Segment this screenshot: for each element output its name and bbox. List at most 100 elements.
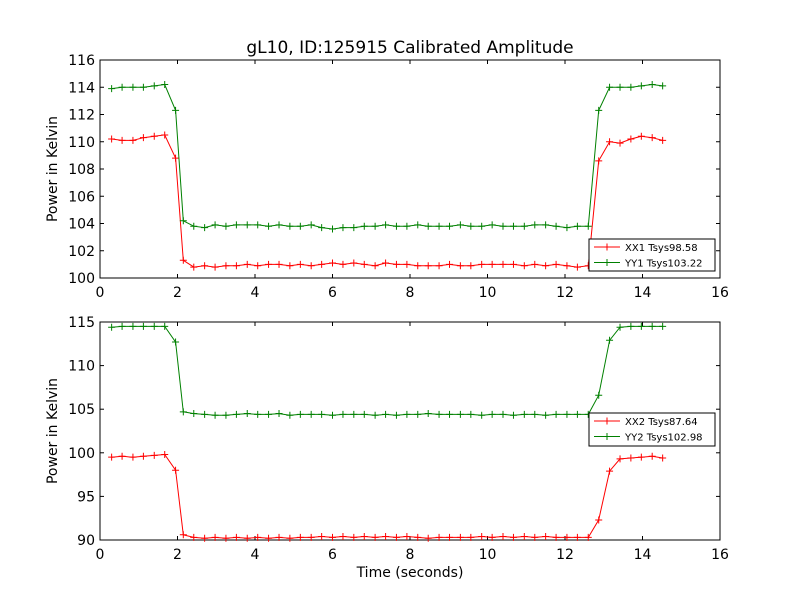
y-tick-label: 104 (68, 217, 95, 233)
data-point (243, 221, 251, 229)
data-point (595, 157, 603, 165)
legend-marker (603, 243, 611, 251)
legend-marker (603, 417, 611, 425)
data-point (265, 410, 273, 418)
y-tick-label: 95 (77, 489, 95, 505)
data-point (616, 139, 624, 147)
data-point (190, 410, 198, 418)
data-point (296, 260, 304, 268)
data-point (211, 263, 219, 271)
data-point (424, 534, 432, 542)
data-point (563, 224, 571, 232)
x-tick-label: 12 (556, 285, 574, 301)
y-tick-label: 115 (68, 315, 95, 331)
data-point (403, 533, 411, 541)
x-tick-label: 8 (406, 285, 415, 301)
data-point (118, 452, 126, 460)
data-point (595, 106, 603, 114)
data-point (520, 222, 528, 230)
data-point (172, 338, 180, 346)
legend-box (588, 238, 716, 272)
data-point (499, 410, 507, 418)
data-point (531, 260, 539, 268)
data-point (606, 336, 614, 344)
data-point (563, 533, 571, 541)
data-point (118, 136, 126, 144)
data-point (403, 260, 411, 268)
data-point (509, 533, 517, 541)
legend-label: XX2 Tsys87.64 (625, 417, 698, 428)
data-point (606, 83, 614, 91)
data-point (296, 533, 304, 541)
data-point (584, 222, 592, 230)
legend: XX2 Tsys87.64 YY2 Tsys102.98 (588, 412, 716, 447)
y-tick-label: 112 (68, 108, 95, 124)
data-point (129, 322, 137, 330)
data-point (552, 260, 560, 268)
data-point (139, 134, 147, 142)
data-point (520, 262, 528, 270)
data-point (150, 322, 158, 330)
data-point (371, 222, 379, 230)
data-point (659, 322, 667, 330)
data-point (488, 533, 496, 541)
x-tick-label: 10 (479, 285, 497, 301)
data-point (179, 256, 187, 264)
data-point (172, 106, 180, 114)
data-point (403, 410, 411, 418)
legend: XX1 Tsys98.58 YY1 Tsys103.22 (588, 238, 716, 272)
data-point (254, 262, 262, 270)
x-tick-label: 0 (96, 547, 105, 563)
x-tick-label: 2 (173, 547, 182, 563)
legend-label: YY2 Tsys102.98 (624, 433, 703, 444)
data-point (201, 534, 209, 542)
data-point (190, 222, 198, 230)
data-point (552, 533, 560, 541)
data-point (552, 410, 560, 418)
data-point (392, 222, 400, 230)
data-point (467, 262, 475, 270)
y-tick-label: 100 (68, 446, 95, 462)
data-point (350, 224, 358, 232)
data-point (414, 262, 422, 270)
data-point (201, 262, 209, 270)
data-point (616, 455, 624, 463)
data-point (232, 262, 240, 270)
data-point (211, 411, 219, 419)
data-point (350, 410, 358, 418)
data-point (129, 453, 137, 461)
data-point (499, 222, 507, 230)
data-point (339, 410, 347, 418)
data-point (563, 410, 571, 418)
data-point (542, 411, 550, 419)
data-point (509, 411, 517, 419)
data-point (254, 221, 262, 229)
data-point (307, 221, 315, 229)
y-tick-label: 108 (68, 162, 95, 178)
data-point (371, 533, 379, 541)
data-point (150, 451, 158, 459)
data-point (584, 533, 592, 541)
data-point (573, 222, 581, 230)
x-tick-label: 16 (711, 547, 729, 563)
data-point (488, 410, 496, 418)
legend-entry: YY1 Tsys103.22 (594, 259, 703, 270)
data-point (179, 217, 187, 225)
data-point (190, 533, 198, 541)
data-point (265, 260, 273, 268)
data-point (201, 410, 209, 418)
data-point (275, 221, 283, 229)
data-point (531, 533, 539, 541)
data-point (243, 260, 251, 268)
y-tick-label: 110 (68, 135, 95, 151)
data-point (478, 260, 486, 268)
data-point (446, 222, 454, 230)
data-point (318, 533, 326, 541)
x-tick-label: 4 (251, 285, 260, 301)
data-point (211, 221, 219, 229)
data-point (129, 83, 137, 91)
data-point (456, 410, 464, 418)
data-point (627, 83, 635, 91)
data-point (232, 533, 240, 541)
data-point (542, 262, 550, 270)
